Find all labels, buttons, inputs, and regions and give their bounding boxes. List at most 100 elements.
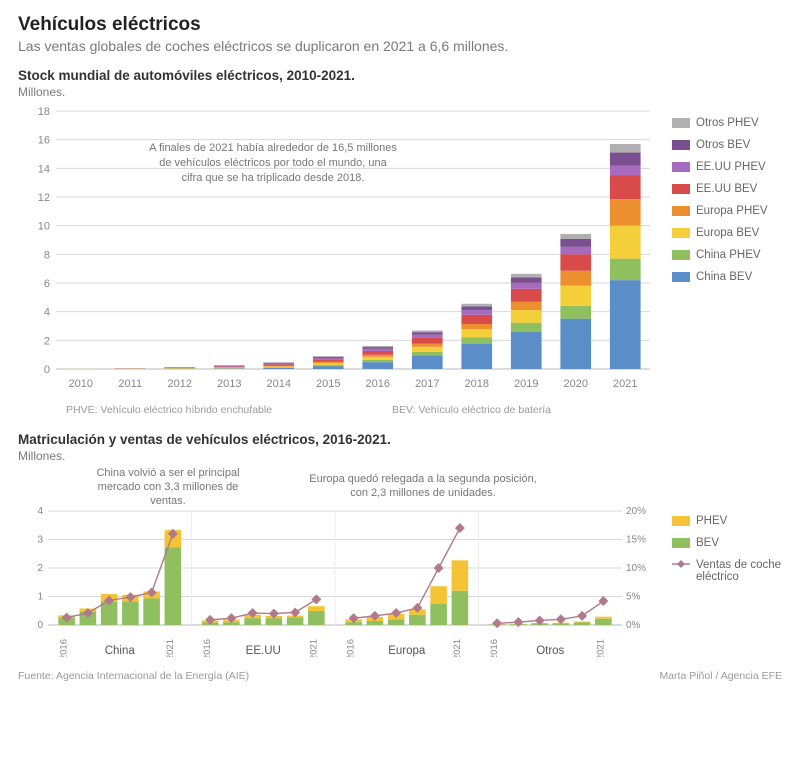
legend-label: BEV [696,537,719,549]
bar-segment [511,301,542,310]
bar-segment [461,310,492,315]
legend-item: Europa BEV [672,227,782,239]
bar-segment [362,346,393,347]
bar-segment [461,324,492,329]
legend-swatch [672,140,690,150]
svg-text:4: 4 [37,506,43,517]
svg-text:EE.UU: EE.UU [246,645,281,657]
legend-item: BEV [672,537,782,549]
svg-text:0%: 0% [626,620,641,631]
footer-credit: Marta Piñol / Agencia EFE [659,670,782,682]
legend-item: Ventas de coche eléctrico [672,559,782,583]
bar-segment [313,366,344,369]
svg-text:2016: 2016 [346,639,357,657]
svg-text:2016: 2016 [366,378,390,390]
bar-segment [511,277,542,282]
bar-segment [313,356,344,357]
pct-line [497,601,603,623]
legend-label: EE.UU PHEV [696,161,766,173]
pct-marker [455,523,465,533]
bar-segment [362,347,393,349]
bar-segment [263,368,294,369]
bar-segment [412,332,443,335]
bar-segment [214,366,245,367]
svg-text:2016: 2016 [202,639,213,657]
svg-text:2020: 2020 [564,378,588,390]
bar-segment [143,598,160,625]
bar-segment [560,247,591,254]
chart1-unit: Millones. [18,85,782,99]
svg-text:2019: 2019 [514,378,538,390]
bar-segment [362,362,393,369]
bar-segment [430,586,447,603]
bar-segment [430,604,447,625]
svg-text:10: 10 [38,221,50,233]
chart1-glossary: PHVE: Vehículo eléctrico híbrido enchufa… [18,404,782,416]
svg-text:Europa: Europa [388,645,426,657]
bar-segment [308,611,325,625]
pct-marker [577,611,587,621]
legend-label: Europa PHEV [696,205,768,217]
svg-text:2016: 2016 [489,639,500,657]
bar-segment [362,351,393,355]
footer: Fuente: Agencia Internacional de la Ener… [18,670,782,682]
legend-label: EE.UU BEV [696,183,757,195]
pct-marker [434,563,444,573]
legend-item: Otros BEV [672,139,782,151]
bar-segment [214,367,245,368]
legend-label: China PHEV [696,249,761,261]
bar-segment [461,344,492,369]
bar-segment [595,619,612,625]
bar-segment [560,239,591,247]
svg-text:2014: 2014 [267,378,291,390]
chart2-container: 012340%5%10%15%20%20162021China20162021E… [18,467,782,662]
bar-segment [263,363,294,364]
bar-segment [313,357,344,358]
legend-item: PHEV [672,515,782,527]
svg-text:2017: 2017 [415,378,439,390]
bar-segment [560,271,591,286]
bar-segment [313,359,344,361]
bar-segment [313,362,344,363]
legend-label: PHEV [696,515,727,527]
legend-swatch [672,250,690,260]
bar-segment [560,254,591,270]
legend-item: Otros PHEV [672,117,782,129]
bar-segment [244,618,261,625]
bar-segment [362,360,393,362]
bar-segment [313,358,344,359]
bar-segment [412,347,443,352]
bar-segment [610,259,641,281]
legend-item: EE.UU PHEV [672,161,782,173]
bar-segment [610,226,641,259]
bar-segment [511,323,542,332]
svg-text:15%: 15% [626,535,646,546]
svg-text:2010: 2010 [69,378,93,390]
chart2-unit: Millones. [18,449,782,463]
chart2-legend: PHEV BEV Ventas de coche eléctrico [672,467,782,593]
legend-item: China BEV [672,271,782,283]
bar-segment [461,329,492,337]
bar-segment [461,337,492,343]
bar-segment [610,280,641,369]
footer-source: Fuente: Agencia Internacional de la Ener… [18,670,249,682]
svg-text:4: 4 [44,307,50,319]
bar-segment [214,368,245,369]
bar-segment [313,365,344,366]
bar-segment [122,601,139,625]
bar-segment [511,332,542,369]
bar-segment [409,615,426,625]
svg-text:1: 1 [37,592,43,603]
svg-text:12: 12 [38,192,50,204]
svg-text:8: 8 [44,249,50,261]
pct-marker [513,617,523,627]
svg-text:18: 18 [38,106,50,118]
svg-text:3: 3 [37,535,43,546]
bar-segment [511,274,542,278]
bar-segment [610,144,641,153]
legend-item: China PHEV [672,249,782,261]
svg-text:2015: 2015 [316,378,340,390]
bar-segment [412,344,443,347]
bar-segment [266,618,283,625]
bar-segment [362,349,393,351]
